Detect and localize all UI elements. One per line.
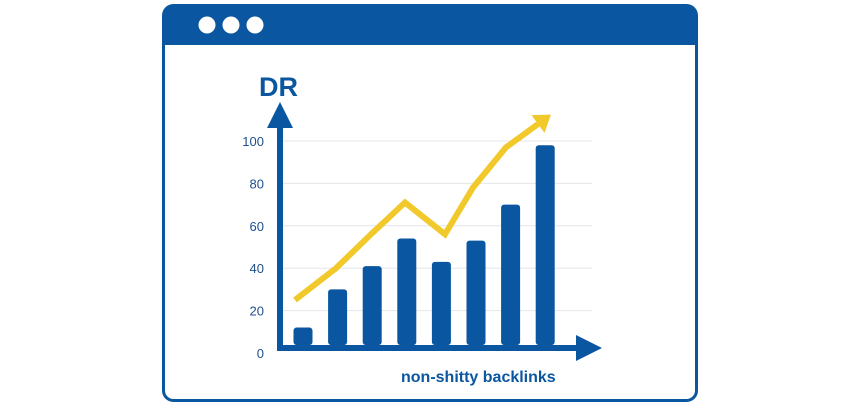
y-tick-label: 100	[242, 134, 264, 149]
y-axis-label: DR	[259, 72, 298, 102]
trend-line	[293, 121, 540, 303]
window-dot	[222, 16, 240, 34]
bar	[431, 261, 451, 345]
bar	[362, 266, 382, 345]
bar	[328, 289, 348, 345]
trend-line-arrowhead	[531, 114, 551, 133]
y-tick-label: 80	[250, 176, 264, 191]
window-title-bar	[163, 5, 697, 45]
trend-line-group	[293, 114, 551, 303]
bar	[501, 204, 521, 345]
bar	[535, 145, 555, 345]
y-axis-arrowhead	[267, 102, 293, 128]
window-dot	[198, 16, 216, 34]
x-axis	[277, 345, 585, 351]
y-axis	[277, 120, 283, 351]
y-tick-label: 0	[257, 346, 264, 361]
window-dot	[246, 16, 264, 34]
y-tick-label: 60	[250, 219, 264, 234]
bars	[293, 145, 555, 345]
y-tick-labels: 0 20 40 60 80 100	[242, 134, 264, 361]
x-axis-label: non-shitty backlinks	[401, 369, 556, 386]
x-axis-arrowhead	[576, 335, 602, 361]
bar	[397, 238, 417, 345]
window-frame	[162, 4, 698, 402]
y-tick-label: 20	[250, 304, 264, 319]
bar	[293, 327, 313, 345]
bar	[466, 240, 486, 345]
y-tick-label: 40	[250, 261, 264, 276]
